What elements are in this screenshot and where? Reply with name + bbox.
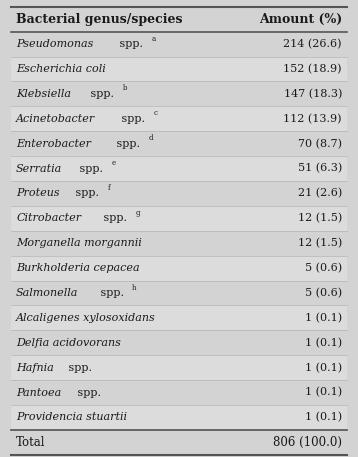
Bar xyxy=(11,305,347,330)
Text: 1 (0.1): 1 (0.1) xyxy=(305,338,342,348)
Text: Citrobacter: Citrobacter xyxy=(16,213,81,223)
Text: spp.: spp. xyxy=(100,213,127,223)
Text: 152 (18.9): 152 (18.9) xyxy=(284,64,342,74)
Bar xyxy=(11,32,347,57)
Bar xyxy=(11,281,347,305)
Text: b: b xyxy=(123,85,127,92)
Text: Proteus: Proteus xyxy=(16,188,60,198)
Text: g: g xyxy=(136,209,140,217)
Text: Alcaligenes xylosoxidans: Alcaligenes xylosoxidans xyxy=(16,313,156,323)
Text: 1 (0.1): 1 (0.1) xyxy=(305,388,342,398)
Text: a: a xyxy=(151,35,156,43)
Text: 51 (6.3): 51 (6.3) xyxy=(297,164,342,174)
Text: Enterobacter: Enterobacter xyxy=(16,139,91,149)
Text: h: h xyxy=(132,283,137,292)
Text: Providencia stuartii: Providencia stuartii xyxy=(16,412,127,422)
Text: 1 (0.1): 1 (0.1) xyxy=(305,412,342,423)
Text: Morganella morgannii: Morganella morgannii xyxy=(16,238,142,248)
Text: 21 (2.6): 21 (2.6) xyxy=(297,188,342,199)
Text: d: d xyxy=(149,134,153,142)
Text: spp.: spp. xyxy=(72,188,100,198)
Text: 12 (1.5): 12 (1.5) xyxy=(297,213,342,223)
Text: Klebsiella: Klebsiella xyxy=(16,89,71,99)
Text: spp.: spp. xyxy=(65,363,92,372)
Text: Total: Total xyxy=(16,436,45,449)
Bar xyxy=(11,255,347,281)
Text: 806 (100.0): 806 (100.0) xyxy=(273,436,342,449)
Text: spp.: spp. xyxy=(76,164,103,174)
Text: spp.: spp. xyxy=(97,288,124,298)
Text: 12 (1.5): 12 (1.5) xyxy=(297,238,342,249)
Bar xyxy=(11,231,347,255)
Text: spp.: spp. xyxy=(116,39,143,49)
Text: Bacterial genus/species: Bacterial genus/species xyxy=(16,13,183,26)
Bar xyxy=(11,106,347,131)
Text: spp.: spp. xyxy=(74,388,102,398)
Text: Hafnia: Hafnia xyxy=(16,363,54,372)
Bar xyxy=(11,57,347,81)
Bar xyxy=(11,181,347,206)
Text: Pseudomonas: Pseudomonas xyxy=(16,39,93,49)
Text: c: c xyxy=(154,109,158,117)
Bar xyxy=(11,81,347,106)
Text: Burkholderia cepacea: Burkholderia cepacea xyxy=(16,263,140,273)
Bar xyxy=(11,156,347,181)
Text: 214 (26.6): 214 (26.6) xyxy=(284,39,342,49)
Bar xyxy=(11,380,347,405)
Bar xyxy=(11,131,347,156)
Text: Acinetobacter: Acinetobacter xyxy=(16,114,95,124)
Text: Salmonella: Salmonella xyxy=(16,288,78,298)
Text: 147 (18.3): 147 (18.3) xyxy=(284,89,342,99)
Text: Delfia acidovorans: Delfia acidovorans xyxy=(16,338,121,348)
Text: 1 (0.1): 1 (0.1) xyxy=(305,362,342,373)
Text: 112 (13.9): 112 (13.9) xyxy=(284,114,342,124)
Text: Pantoea: Pantoea xyxy=(16,388,61,398)
Text: Amount (%): Amount (%) xyxy=(258,13,342,26)
Text: 5 (0.6): 5 (0.6) xyxy=(305,263,342,273)
Bar xyxy=(11,330,347,355)
Bar xyxy=(11,7,347,32)
Bar xyxy=(11,430,347,455)
Text: spp.: spp. xyxy=(113,139,140,149)
Text: 1 (0.1): 1 (0.1) xyxy=(305,313,342,323)
Text: Serratia: Serratia xyxy=(16,164,62,174)
Bar xyxy=(11,206,347,231)
Bar xyxy=(11,355,347,380)
Text: 70 (8.7): 70 (8.7) xyxy=(298,138,342,149)
Text: spp.: spp. xyxy=(87,89,114,99)
Bar xyxy=(11,405,347,430)
Text: Escherichia coli: Escherichia coli xyxy=(16,64,106,74)
Text: spp.: spp. xyxy=(118,114,145,124)
Text: 5 (0.6): 5 (0.6) xyxy=(305,288,342,298)
Text: e: e xyxy=(111,159,116,167)
Text: f: f xyxy=(108,184,111,192)
